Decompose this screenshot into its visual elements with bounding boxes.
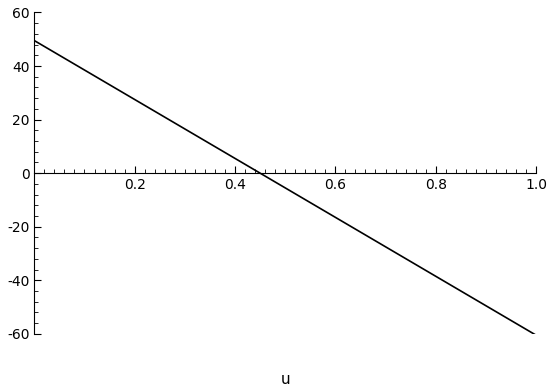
Text: u: u (280, 372, 290, 387)
